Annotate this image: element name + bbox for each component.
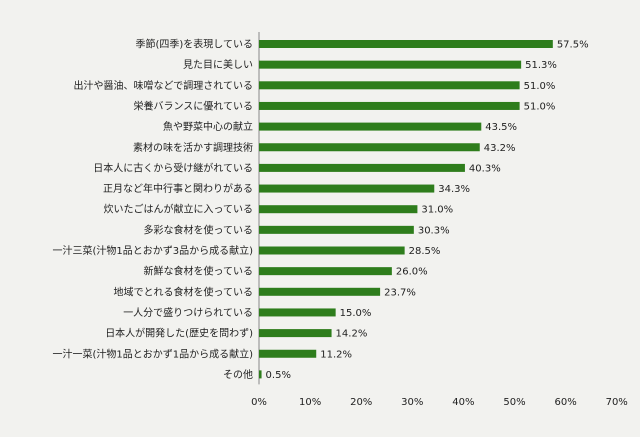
value-label: 51.0% <box>524 81 556 92</box>
category-label: 一人分で盛りつけられている <box>123 306 253 319</box>
x-tick-label: 20% <box>350 397 372 408</box>
value-label: 11.2% <box>320 349 352 360</box>
category-label: その他 <box>223 368 253 381</box>
bar <box>259 40 553 48</box>
value-label: 26.0% <box>396 267 428 278</box>
value-label: 31.0% <box>421 205 453 216</box>
category-label: 一汁三菜(汁物1品とおかず3品から成る献立) <box>52 244 253 257</box>
bar <box>259 308 336 317</box>
bar <box>259 101 520 110</box>
x-tick-label: 0% <box>251 397 267 408</box>
bar <box>259 287 381 296</box>
value-label: 23.7% <box>384 287 416 298</box>
category-label: 正月など年中行事と関わりがある <box>103 182 253 195</box>
category-label: 炊いたごはんが献立に入っている <box>104 203 254 216</box>
x-tick-label: 50% <box>503 397 525 408</box>
x-tick-label: 70% <box>606 397 628 408</box>
category-label: 日本人が開発した(歴史を問わず) <box>105 327 253 340</box>
value-label: 40.3% <box>469 163 501 174</box>
value-label: 0.5% <box>266 370 291 381</box>
category-label: 出汁や醤油、味噌などで調理されている <box>74 79 254 92</box>
x-tick-label: 40% <box>452 397 474 408</box>
category-label: 多彩な食材を使っている <box>144 223 254 236</box>
value-label: 51.3% <box>525 60 557 71</box>
bar <box>259 267 392 276</box>
bar <box>259 60 522 69</box>
category-label: 栄養バランスに優れている <box>134 99 254 112</box>
value-label: 34.3% <box>438 184 470 195</box>
bar <box>259 370 262 379</box>
bar <box>259 81 520 90</box>
x-tick-label: 60% <box>554 397 576 408</box>
value-label: 15.0% <box>340 308 372 319</box>
value-label: 14.2% <box>336 329 368 340</box>
bar <box>259 184 435 193</box>
bar <box>259 143 480 152</box>
category-label: 素材の味を活かす調理技術 <box>133 141 253 154</box>
bar <box>259 122 482 131</box>
x-tick-label: 30% <box>401 397 423 408</box>
value-label: 57.5% <box>557 40 589 51</box>
value-label: 51.0% <box>524 101 556 112</box>
category-label: 見た目に美しい <box>183 58 253 71</box>
value-label: 43.2% <box>484 143 516 154</box>
bar <box>259 246 405 255</box>
category-label: 地域でとれる食材を使っている <box>114 285 254 298</box>
category-label: 新鮮な食材を使っている <box>144 265 254 278</box>
category-label: 魚や野菜中心の献立 <box>163 120 253 133</box>
value-label: 28.5% <box>409 246 441 257</box>
value-label: 30.3% <box>418 225 450 236</box>
bar <box>259 225 414 234</box>
category-label: 季節(四季)を表現している <box>135 38 253 51</box>
bar <box>259 205 418 214</box>
category-label: 一汁一菜(汁物1品とおかず1品から成る献立) <box>52 347 253 360</box>
x-tick-label: 10% <box>299 397 321 408</box>
bar <box>259 163 465 172</box>
bar <box>259 349 317 358</box>
value-label: 43.5% <box>485 122 517 133</box>
category-label: 日本人に古くから受け継がれている <box>93 161 253 174</box>
bar <box>259 329 332 338</box>
